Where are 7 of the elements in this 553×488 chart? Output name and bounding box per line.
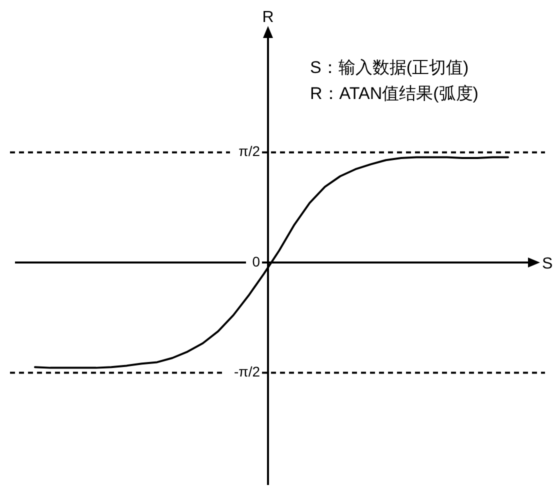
annotation: R：ATAN值结果(弧度) bbox=[310, 84, 478, 103]
y-tick-label: -π/2 bbox=[234, 363, 260, 380]
x-axis-title: S bbox=[542, 256, 553, 273]
y-axis-title: R bbox=[262, 9, 274, 26]
y-tick-label: 0 bbox=[252, 253, 260, 270]
annotation: S：输入数据(正切值) bbox=[310, 58, 469, 77]
y-tick-label: π/2 bbox=[238, 143, 260, 160]
